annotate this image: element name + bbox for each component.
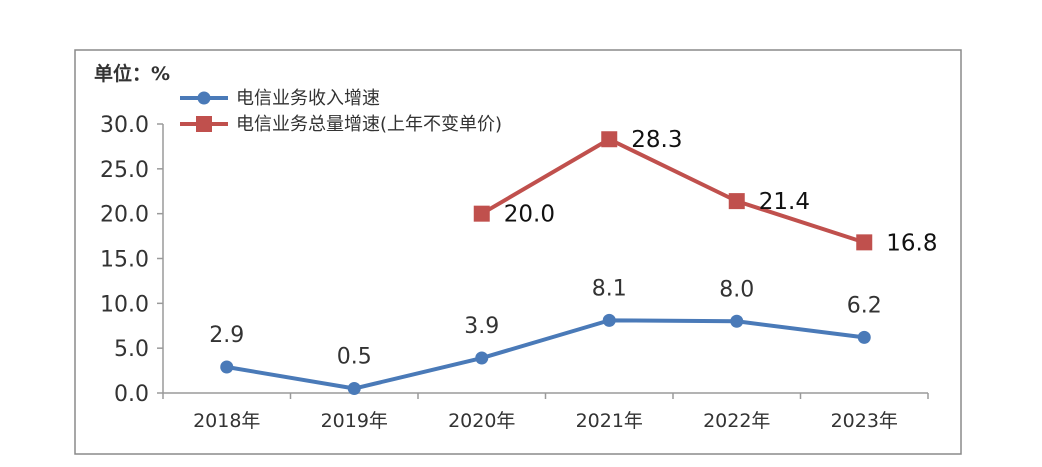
- data-point-marker: [601, 131, 618, 148]
- y-tick-label: 15.0: [100, 248, 149, 273]
- data-label: 0.5: [337, 345, 372, 370]
- y-tick-label: 25.0: [100, 158, 149, 183]
- data-point-marker: [730, 314, 744, 328]
- data-point-marker: [856, 234, 873, 251]
- x-tick-label: 2020年: [448, 410, 515, 432]
- series-lines: 2.9 0.5 3.9 8.1 8.0 6.2 20.0 28.3 21.4 16.8: [209, 127, 937, 396]
- y-tick-label: 10.0: [100, 292, 149, 317]
- x-tick-label: 2023年: [831, 410, 898, 432]
- y-tick-label: 20.0: [100, 203, 149, 228]
- axes: 0.0 5.0 10.0 15.0 20.0 25.0 30.0 2018年 2019年 2020…: [100, 113, 929, 432]
- data-label: 21.4: [759, 189, 810, 215]
- x-tick-label: 2021年: [576, 410, 643, 432]
- data-point-marker: [857, 330, 871, 344]
- data-label: 3.9: [464, 314, 499, 339]
- series-line-1: [226, 318, 865, 391]
- data-label: 8.1: [592, 276, 627, 301]
- data-point-marker: [602, 313, 616, 327]
- data-label: 16.8: [886, 230, 937, 256]
- data-point-marker: [475, 351, 489, 365]
- x-tick-label: 2019年: [321, 410, 388, 432]
- series-line-2: [480, 137, 865, 245]
- data-label: 2.9: [209, 323, 244, 348]
- legend-swatch-marker: [196, 116, 212, 132]
- data-point-marker: [728, 193, 745, 210]
- x-tick-label: 2018年: [193, 410, 260, 432]
- y-tick-label: 5.0: [114, 337, 149, 362]
- unit-label: 单位：%: [94, 62, 170, 85]
- chart-frame: [74, 49, 962, 455]
- x-tick-label: 2022年: [703, 410, 770, 432]
- legend-swatch-marker: [197, 91, 211, 105]
- data-point-marker: [220, 360, 234, 374]
- y-tick-label: 0.0: [114, 382, 149, 407]
- data-label: 6.2: [847, 293, 882, 318]
- data-label: 8.0: [719, 277, 754, 302]
- data-label: 20.0: [504, 202, 555, 228]
- data-point-marker: [473, 205, 490, 222]
- legend-label: 电信业务总量增速(上年不变单价): [236, 114, 502, 135]
- data-point-marker: [347, 382, 361, 396]
- legend-label: 电信业务收入增速: [236, 88, 380, 109]
- y-tick-label: 30.0: [100, 113, 149, 138]
- data-label: 28.3: [631, 127, 682, 153]
